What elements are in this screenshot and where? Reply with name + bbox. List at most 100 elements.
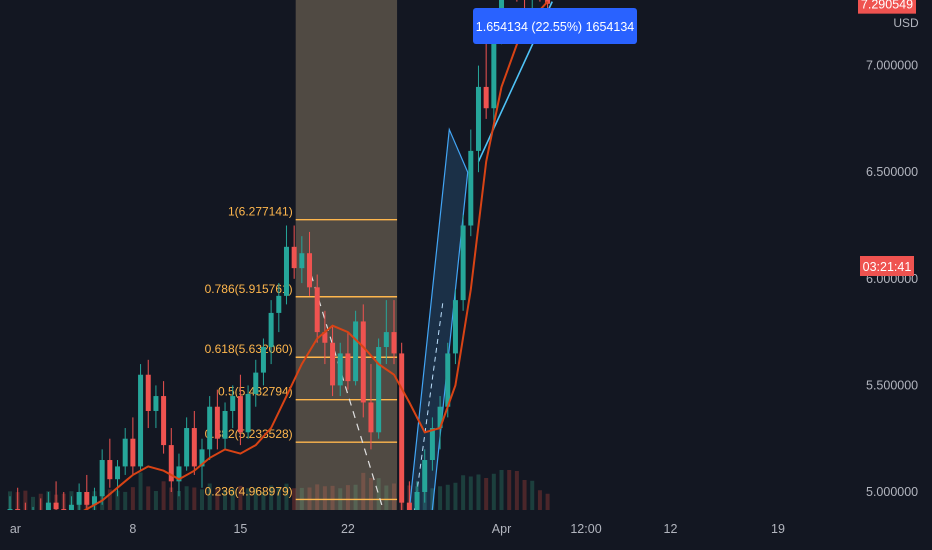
candle-body bbox=[353, 321, 358, 381]
price-tick-label: 7.000000 bbox=[866, 59, 918, 73]
volume-bar bbox=[476, 475, 480, 511]
candle-body bbox=[261, 347, 266, 373]
candle-body bbox=[468, 151, 473, 226]
candle-body bbox=[399, 353, 404, 502]
candle-body bbox=[230, 396, 235, 411]
candle-body bbox=[77, 492, 82, 505]
volume-bar bbox=[292, 488, 296, 510]
price-tick-label: 5.000000 bbox=[866, 485, 918, 499]
volume-bar bbox=[492, 474, 496, 510]
candle-body bbox=[292, 247, 297, 268]
candle-body bbox=[115, 466, 120, 479]
candle-body bbox=[238, 396, 243, 432]
candle-body bbox=[376, 347, 381, 432]
volume-bar bbox=[185, 486, 189, 510]
candle-body bbox=[445, 353, 450, 406]
time-tick-label: 12 bbox=[664, 522, 678, 536]
candle-body bbox=[430, 428, 435, 460]
volume-bar bbox=[438, 486, 442, 510]
volume-bar bbox=[146, 486, 150, 510]
candle-body bbox=[123, 439, 128, 467]
volume-bar bbox=[123, 492, 127, 510]
price-tick-label: 6.500000 bbox=[866, 165, 918, 179]
price-tick-label: 5.500000 bbox=[866, 378, 918, 392]
volume-bar bbox=[507, 470, 511, 510]
time-axis-background bbox=[0, 510, 932, 550]
volume-bar bbox=[530, 481, 534, 510]
candle-body bbox=[422, 460, 427, 492]
volume-bar bbox=[131, 487, 135, 510]
time-tick-label: 12:00 bbox=[570, 522, 601, 536]
fib-label-0.236: 0.236(4.968979) bbox=[205, 484, 293, 498]
candle-body bbox=[107, 460, 112, 479]
candle-body bbox=[461, 226, 466, 301]
candle-body bbox=[138, 375, 143, 467]
candle-body bbox=[207, 407, 212, 450]
candle-body bbox=[299, 253, 304, 268]
time-tick-label: Apr bbox=[492, 522, 511, 536]
price-badges: 8.9790527.3517657.290549 bbox=[858, 0, 916, 14]
candle-body bbox=[453, 300, 458, 353]
candle-body bbox=[146, 375, 151, 411]
volume-bar bbox=[154, 491, 158, 510]
countdown-text: 03:21:41 bbox=[863, 260, 912, 274]
time-tick-label: 15 bbox=[233, 522, 247, 536]
candle-body bbox=[491, 34, 496, 109]
volume-bar bbox=[500, 470, 504, 510]
countdown-badge: 03:21:41 bbox=[860, 256, 914, 276]
candle-body bbox=[246, 394, 251, 432]
candle-body bbox=[345, 353, 350, 381]
volume-bar bbox=[515, 471, 519, 510]
candle-body bbox=[84, 492, 89, 505]
candle-body bbox=[384, 332, 389, 347]
candle-body bbox=[338, 353, 343, 385]
candle-body bbox=[153, 396, 158, 411]
candle-body bbox=[392, 332, 397, 353]
fib-label-0.618: 0.618(5.632060) bbox=[205, 342, 293, 356]
measure-label-text: 1.654134 (22.55%) 1654134 bbox=[476, 20, 635, 34]
price-badge-label: 7.290549 bbox=[861, 0, 913, 12]
candle-body bbox=[54, 503, 59, 509]
candle-body bbox=[192, 428, 197, 466]
volume-bar bbox=[446, 485, 450, 510]
time-axis[interactable]: ar 8 15 22 Apr 12:00 12 19 bbox=[0, 510, 932, 550]
candle-body bbox=[315, 287, 320, 332]
price-axis-background bbox=[856, 0, 932, 510]
currency-label[interactable]: USD bbox=[893, 16, 919, 30]
time-tick-label: 8 bbox=[129, 522, 136, 536]
time-tick-label: ar bbox=[10, 522, 21, 536]
candle-body bbox=[130, 439, 135, 467]
candle-body bbox=[269, 313, 274, 347]
volume-bar bbox=[162, 481, 166, 510]
volume-bar bbox=[523, 480, 527, 510]
volume-bar bbox=[538, 490, 542, 510]
fib-label-1: 1(6.277141) bbox=[228, 205, 293, 219]
candle-body bbox=[253, 373, 258, 394]
volume-bar bbox=[546, 494, 550, 510]
volume-bar bbox=[200, 489, 204, 510]
time-tick-label: 22 bbox=[341, 522, 355, 536]
candle-body bbox=[361, 321, 366, 402]
candle-body bbox=[330, 343, 335, 386]
candle-body bbox=[184, 428, 189, 466]
candle-body bbox=[284, 247, 289, 296]
volume-bar bbox=[484, 478, 488, 510]
time-tick-label: 19 bbox=[771, 522, 785, 536]
volume-bar bbox=[461, 475, 465, 510]
candle-body bbox=[161, 396, 166, 445]
candle-body bbox=[215, 407, 220, 439]
candle-body bbox=[223, 411, 228, 439]
candle-body bbox=[476, 87, 481, 151]
volume-bar bbox=[192, 488, 196, 511]
volume-bar bbox=[469, 477, 473, 511]
candle-body bbox=[276, 296, 281, 313]
candle-body bbox=[484, 87, 489, 108]
measure-label-badge: 1.654134 (22.55%) 1654134 bbox=[473, 8, 637, 44]
volume-bar bbox=[139, 473, 143, 511]
candle-body bbox=[307, 253, 312, 287]
volume-bar bbox=[453, 483, 457, 510]
candle-body bbox=[368, 402, 373, 432]
